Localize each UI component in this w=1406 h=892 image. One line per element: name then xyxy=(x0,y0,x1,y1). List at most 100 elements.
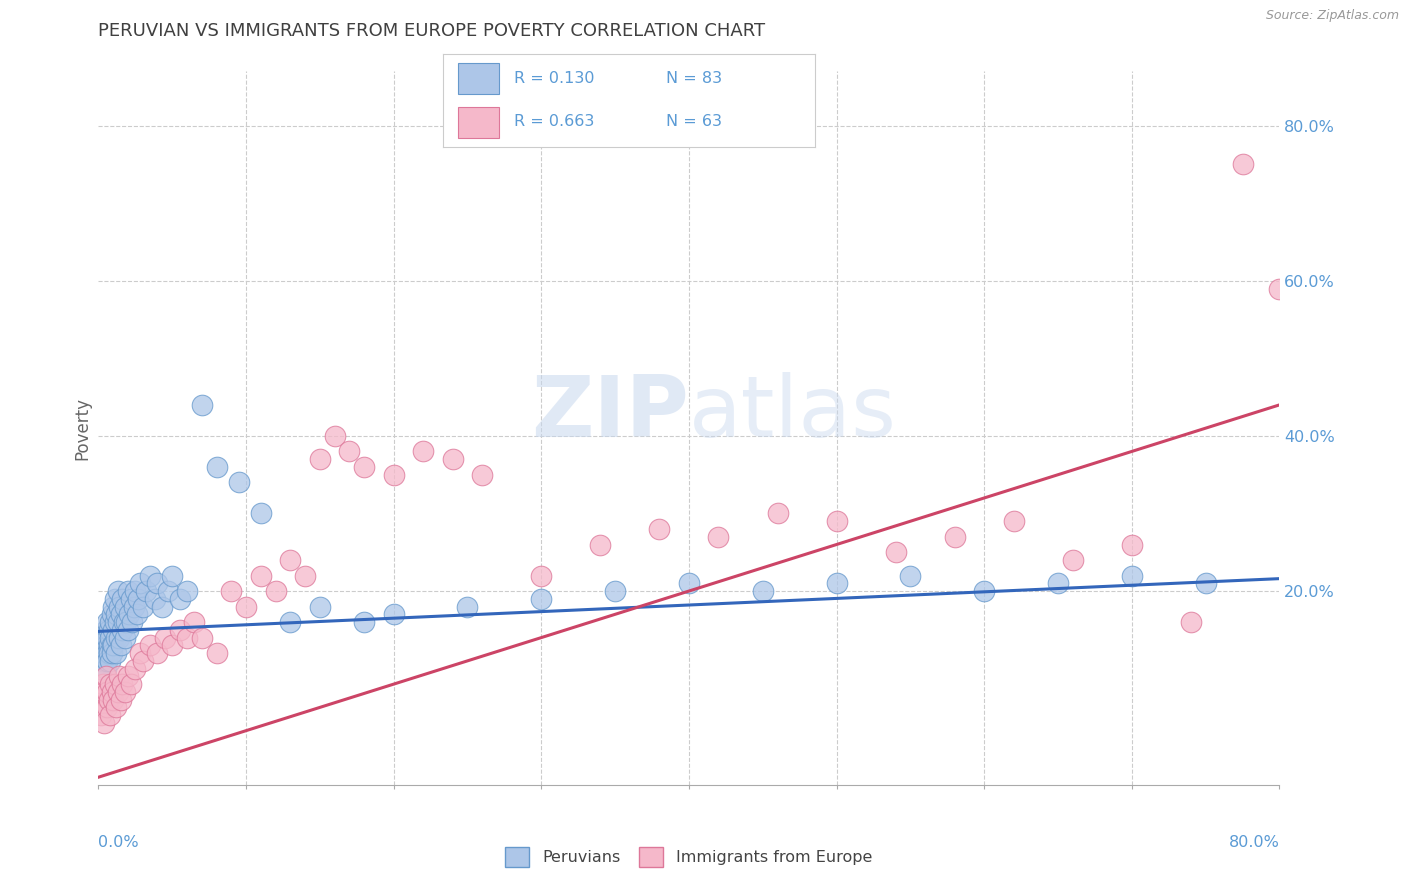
Point xyxy=(108,599,131,614)
Point xyxy=(530,568,553,582)
Point xyxy=(751,584,773,599)
Point xyxy=(353,459,375,474)
Point xyxy=(1121,568,1143,582)
Point xyxy=(91,677,114,691)
Point xyxy=(884,545,907,559)
Point xyxy=(589,537,612,551)
Point xyxy=(105,700,128,714)
Point xyxy=(323,429,346,443)
Point xyxy=(382,607,405,622)
Point xyxy=(97,638,120,652)
Point xyxy=(143,591,166,606)
Point xyxy=(825,514,848,528)
Point xyxy=(339,444,360,458)
Point xyxy=(103,638,125,652)
Point xyxy=(150,599,173,614)
Point xyxy=(900,568,922,582)
Point xyxy=(309,599,332,614)
Point xyxy=(120,677,142,691)
Point xyxy=(825,576,848,591)
Text: N = 83: N = 83 xyxy=(666,70,723,86)
Point xyxy=(169,623,191,637)
Point xyxy=(110,638,132,652)
Point xyxy=(110,607,132,622)
Point xyxy=(1002,514,1025,528)
Point xyxy=(412,444,434,458)
Point xyxy=(120,591,142,606)
Point xyxy=(128,576,150,591)
Point xyxy=(973,584,995,599)
Point xyxy=(250,568,273,582)
Point xyxy=(139,638,162,652)
Point xyxy=(112,615,135,629)
Point xyxy=(94,623,117,637)
Point xyxy=(111,591,134,606)
Point xyxy=(97,623,120,637)
Point xyxy=(94,638,117,652)
Text: Source: ZipAtlas.com: Source: ZipAtlas.com xyxy=(1265,9,1399,22)
Point xyxy=(205,459,228,474)
Point xyxy=(122,599,145,614)
Point xyxy=(103,623,125,637)
Point xyxy=(766,507,789,521)
Point xyxy=(1232,157,1254,171)
Point xyxy=(105,607,128,622)
Point xyxy=(139,568,162,582)
Point xyxy=(219,584,242,599)
Point xyxy=(162,638,183,652)
Point xyxy=(96,615,118,629)
Point xyxy=(100,646,122,660)
Point xyxy=(90,708,112,723)
Point xyxy=(90,631,112,645)
Point xyxy=(115,615,138,629)
Point xyxy=(98,615,121,629)
Point xyxy=(648,522,671,536)
Point xyxy=(111,623,134,637)
Point xyxy=(111,677,134,691)
Y-axis label: Poverty: Poverty xyxy=(73,397,91,459)
Point xyxy=(98,677,121,691)
Point xyxy=(1195,576,1218,591)
Point xyxy=(309,452,332,467)
Point xyxy=(91,638,114,652)
Point xyxy=(264,584,287,599)
Point xyxy=(89,692,111,706)
Point xyxy=(110,692,132,706)
Point xyxy=(97,692,120,706)
Point xyxy=(943,530,966,544)
Point xyxy=(156,584,179,599)
Point xyxy=(205,646,228,660)
Point xyxy=(107,584,129,599)
Text: 0.0%: 0.0% xyxy=(98,836,139,850)
Point xyxy=(1046,576,1069,591)
Point xyxy=(278,553,302,567)
Point xyxy=(353,615,375,629)
Point xyxy=(105,631,128,645)
Point xyxy=(278,615,302,629)
Point xyxy=(176,631,198,645)
Point xyxy=(90,662,112,676)
Point xyxy=(117,584,139,599)
Legend: Peruvians, Immigrants from Europe: Peruvians, Immigrants from Europe xyxy=(499,841,879,873)
Point xyxy=(96,685,118,699)
Point xyxy=(471,467,494,482)
Point xyxy=(118,607,141,622)
Point xyxy=(93,715,115,730)
Point xyxy=(98,631,121,645)
Point xyxy=(108,631,131,645)
Point xyxy=(1268,281,1291,295)
Point xyxy=(678,576,700,591)
Bar xyxy=(458,107,499,138)
Point xyxy=(93,646,115,660)
Point xyxy=(1062,553,1084,567)
Point xyxy=(382,467,405,482)
Point xyxy=(456,599,478,614)
Point xyxy=(441,452,464,467)
Point xyxy=(96,646,118,660)
Point xyxy=(91,700,114,714)
Point xyxy=(250,507,273,521)
Point xyxy=(96,654,118,668)
Point xyxy=(114,599,136,614)
Point xyxy=(98,708,121,723)
Point xyxy=(707,530,730,544)
